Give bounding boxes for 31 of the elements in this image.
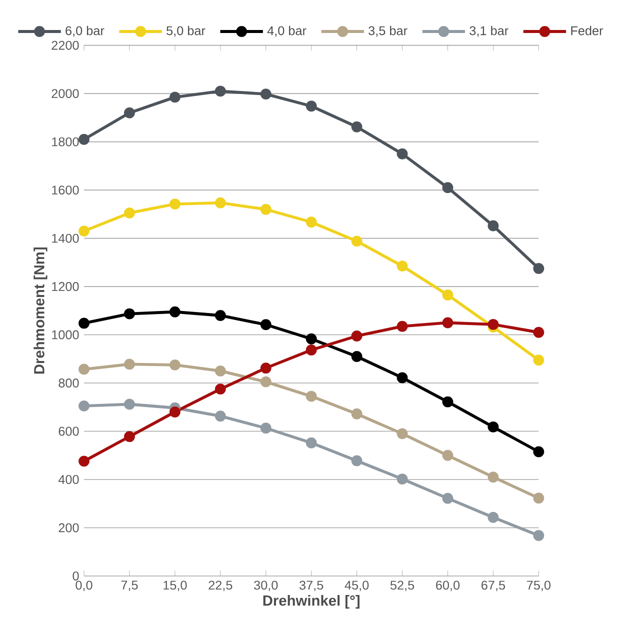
x-tick-label: 0,0 [76,580,92,592]
y-tick-label: 600 [58,426,79,436]
legend-label: 6,0 bar [66,26,104,37]
legend-label: 3,1 bar [470,26,508,37]
y-tick-label: 1800 [52,137,79,146]
legend-label: 4,0 bar [267,26,306,37]
y-tick-label: 1200 [52,282,79,292]
legend-label: Feder [571,26,604,36]
x-axis-title: Drehwinkel [°] [263,595,360,609]
legend-label: 5,0 bar [166,26,206,37]
y-axis-title: Drehmoment [Nm] [34,248,48,374]
x-tick-label: 67,5 [482,580,506,592]
y-tick-label: 200 [58,523,79,532]
x-tick-label: 37,5 [299,580,324,592]
x-tick-label: 52,5 [390,580,414,592]
y-tick-label: 2000 [52,89,79,98]
y-tick-label: 2200 [52,40,79,50]
x-tick-label: 7,5 [121,580,138,592]
y-tick-label: 1000 [52,330,79,340]
x-tick-label: 15,0 [164,580,187,592]
y-tick-label: 0 [72,572,79,580]
x-tick-label: 45,0 [344,580,369,592]
x-tick-label: 22,5 [208,580,232,592]
y-tick-label: 1400 [52,234,79,243]
x-tick-label: 30,0 [254,580,278,592]
y-tick-label: 1600 [52,186,79,195]
y-tick-label: 400 [58,475,79,484]
x-tick-label: 60,0 [436,580,460,592]
legend-label: 3,5 bar [368,26,408,37]
x-tick-label: 75,0 [526,580,550,592]
y-tick-label: 800 [58,378,79,388]
